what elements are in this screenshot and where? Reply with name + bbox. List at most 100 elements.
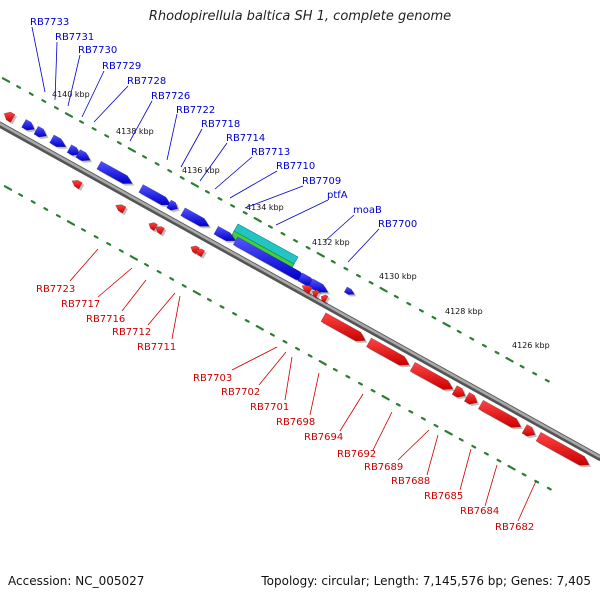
gene-label-forward: RB7729 — [102, 61, 141, 72]
tick-minor — [293, 238, 298, 243]
tick-minor — [43, 207, 49, 211]
forward-gene-arrow — [138, 184, 172, 206]
tick-minor — [206, 298, 212, 302]
tick-minor — [244, 319, 250, 323]
gene-label-reverse: RB7701 — [250, 402, 289, 413]
tick-minor — [496, 458, 502, 463]
forward-gene-arrow — [21, 119, 35, 131]
tick-minor — [91, 127, 97, 131]
tick-minor — [30, 200, 36, 204]
reverse-gene-arrow — [195, 248, 206, 258]
tick-major — [1, 77, 11, 83]
tick-minor — [118, 249, 124, 253]
kbp-label: 4132 kbp — [312, 238, 350, 247]
reverse-gene-arrow — [301, 284, 313, 295]
forward-gene-arrow — [49, 134, 67, 147]
tick-minor — [169, 277, 175, 281]
tick-minor — [433, 423, 439, 428]
tick-minor — [406, 301, 412, 306]
forward-gene-arrow — [535, 431, 590, 466]
tick-minor — [267, 224, 273, 229]
genome-backbone — [0, 121, 600, 461]
forward-gene-arrow — [521, 424, 536, 437]
forward-gene-labels: RB7733 RB7731 RB7730 RB7729 RB7728 RB772… — [30, 17, 417, 263]
gene-label-reverse: RB7717 — [61, 299, 100, 310]
tick-minor — [41, 99, 47, 103]
tick-major — [318, 360, 327, 366]
gene-label-reverse: RB7689 — [364, 462, 403, 473]
reverse-gene-arrow — [312, 289, 320, 298]
tick-minor — [546, 486, 552, 491]
forward-gene-arrow — [308, 278, 329, 293]
reverse-gene-arrow — [190, 245, 200, 255]
gene-label-forward: RB7710 — [276, 161, 315, 172]
forward-gene-arrow — [33, 125, 47, 138]
tick-minor — [395, 402, 401, 407]
tick-minor — [408, 409, 414, 414]
gene-label-forward: ptfA — [327, 190, 348, 201]
kbp-labels: 4140 kbp 4138 kbp 4136 kbp 4134 kbp 4132… — [52, 90, 550, 350]
tick-minor — [305, 245, 311, 250]
kbp-label: 4128 kbp — [445, 307, 483, 316]
tick-minor — [80, 228, 87, 232]
forward-gene-arrow — [180, 207, 210, 227]
gene-label-reverse: RB7716 — [86, 314, 125, 325]
tick-minor — [142, 155, 147, 159]
tick-major — [190, 182, 199, 188]
tick-minor — [343, 266, 349, 271]
forward-gene-arrow — [477, 399, 522, 428]
tick-minor — [458, 437, 464, 442]
gene-label-forward: RB7731 — [55, 32, 94, 43]
tick-minor — [368, 280, 374, 285]
forward-gene-arrow — [75, 149, 91, 162]
tick-minor — [204, 190, 210, 194]
gene-label-forward: moaB — [353, 205, 382, 216]
topology-summary: Topology: circular; Length: 7,145,576 bp… — [261, 574, 591, 588]
tick-major — [316, 252, 325, 258]
forward-gene-arrow — [451, 385, 466, 398]
reverse-gene-labels: RB7723 RB7717 RB7716 RB7712 RB7711 RB770… — [36, 248, 537, 533]
tick-minor — [55, 214, 61, 218]
gene-label-reverse: RB7684 — [460, 506, 499, 517]
tick-minor — [332, 367, 338, 372]
tick-minor — [18, 193, 24, 197]
tick-minor — [280, 231, 286, 236]
tick-minor — [269, 332, 275, 337]
tick-minor — [116, 141, 122, 145]
tick-major — [505, 356, 514, 363]
tick-minor — [154, 162, 160, 166]
tick-minor — [420, 416, 426, 421]
gene-label-forward: RB7726 — [151, 91, 190, 102]
gene-label-forward: RB7700 — [378, 219, 417, 230]
forward-gene-arrow — [96, 160, 133, 184]
gene-label-reverse: RB7694 — [304, 432, 343, 443]
tick-minor — [456, 329, 462, 334]
tick-minor — [78, 120, 85, 124]
tick-minor — [28, 92, 34, 96]
tick-major — [192, 290, 201, 296]
gene-label-reverse: RB7692 — [337, 449, 376, 460]
forward-gene-arrow — [66, 144, 81, 156]
tick-minor — [106, 242, 112, 246]
gene-label-reverse: RB7703 — [193, 373, 232, 384]
tick-minor — [358, 381, 363, 386]
forward-gene-arrow — [213, 225, 236, 242]
gene-label-reverse: RB7688 — [391, 476, 430, 487]
tick-minor — [104, 134, 110, 138]
gene-label-forward: RB7733 — [30, 17, 69, 28]
kbp-label: 4136 kbp — [182, 166, 220, 175]
tick-major — [253, 217, 262, 223]
tick-minor — [431, 315, 437, 320]
gene-label-forward: RB7714 — [226, 133, 265, 144]
reverse-gene-arrow — [3, 111, 16, 123]
kbp-label: 4126 kbp — [512, 341, 550, 350]
gene-label-forward: RB7713 — [251, 147, 290, 158]
forward-gene-arrow — [409, 361, 454, 390]
accession-label: Accession: NC_005027 — [8, 574, 145, 588]
tick-minor — [471, 444, 477, 449]
tick-minor — [282, 339, 288, 344]
tick-minor — [494, 350, 500, 355]
tick-minor — [307, 353, 313, 358]
tick-minor — [481, 343, 487, 348]
tick-major — [127, 147, 136, 153]
